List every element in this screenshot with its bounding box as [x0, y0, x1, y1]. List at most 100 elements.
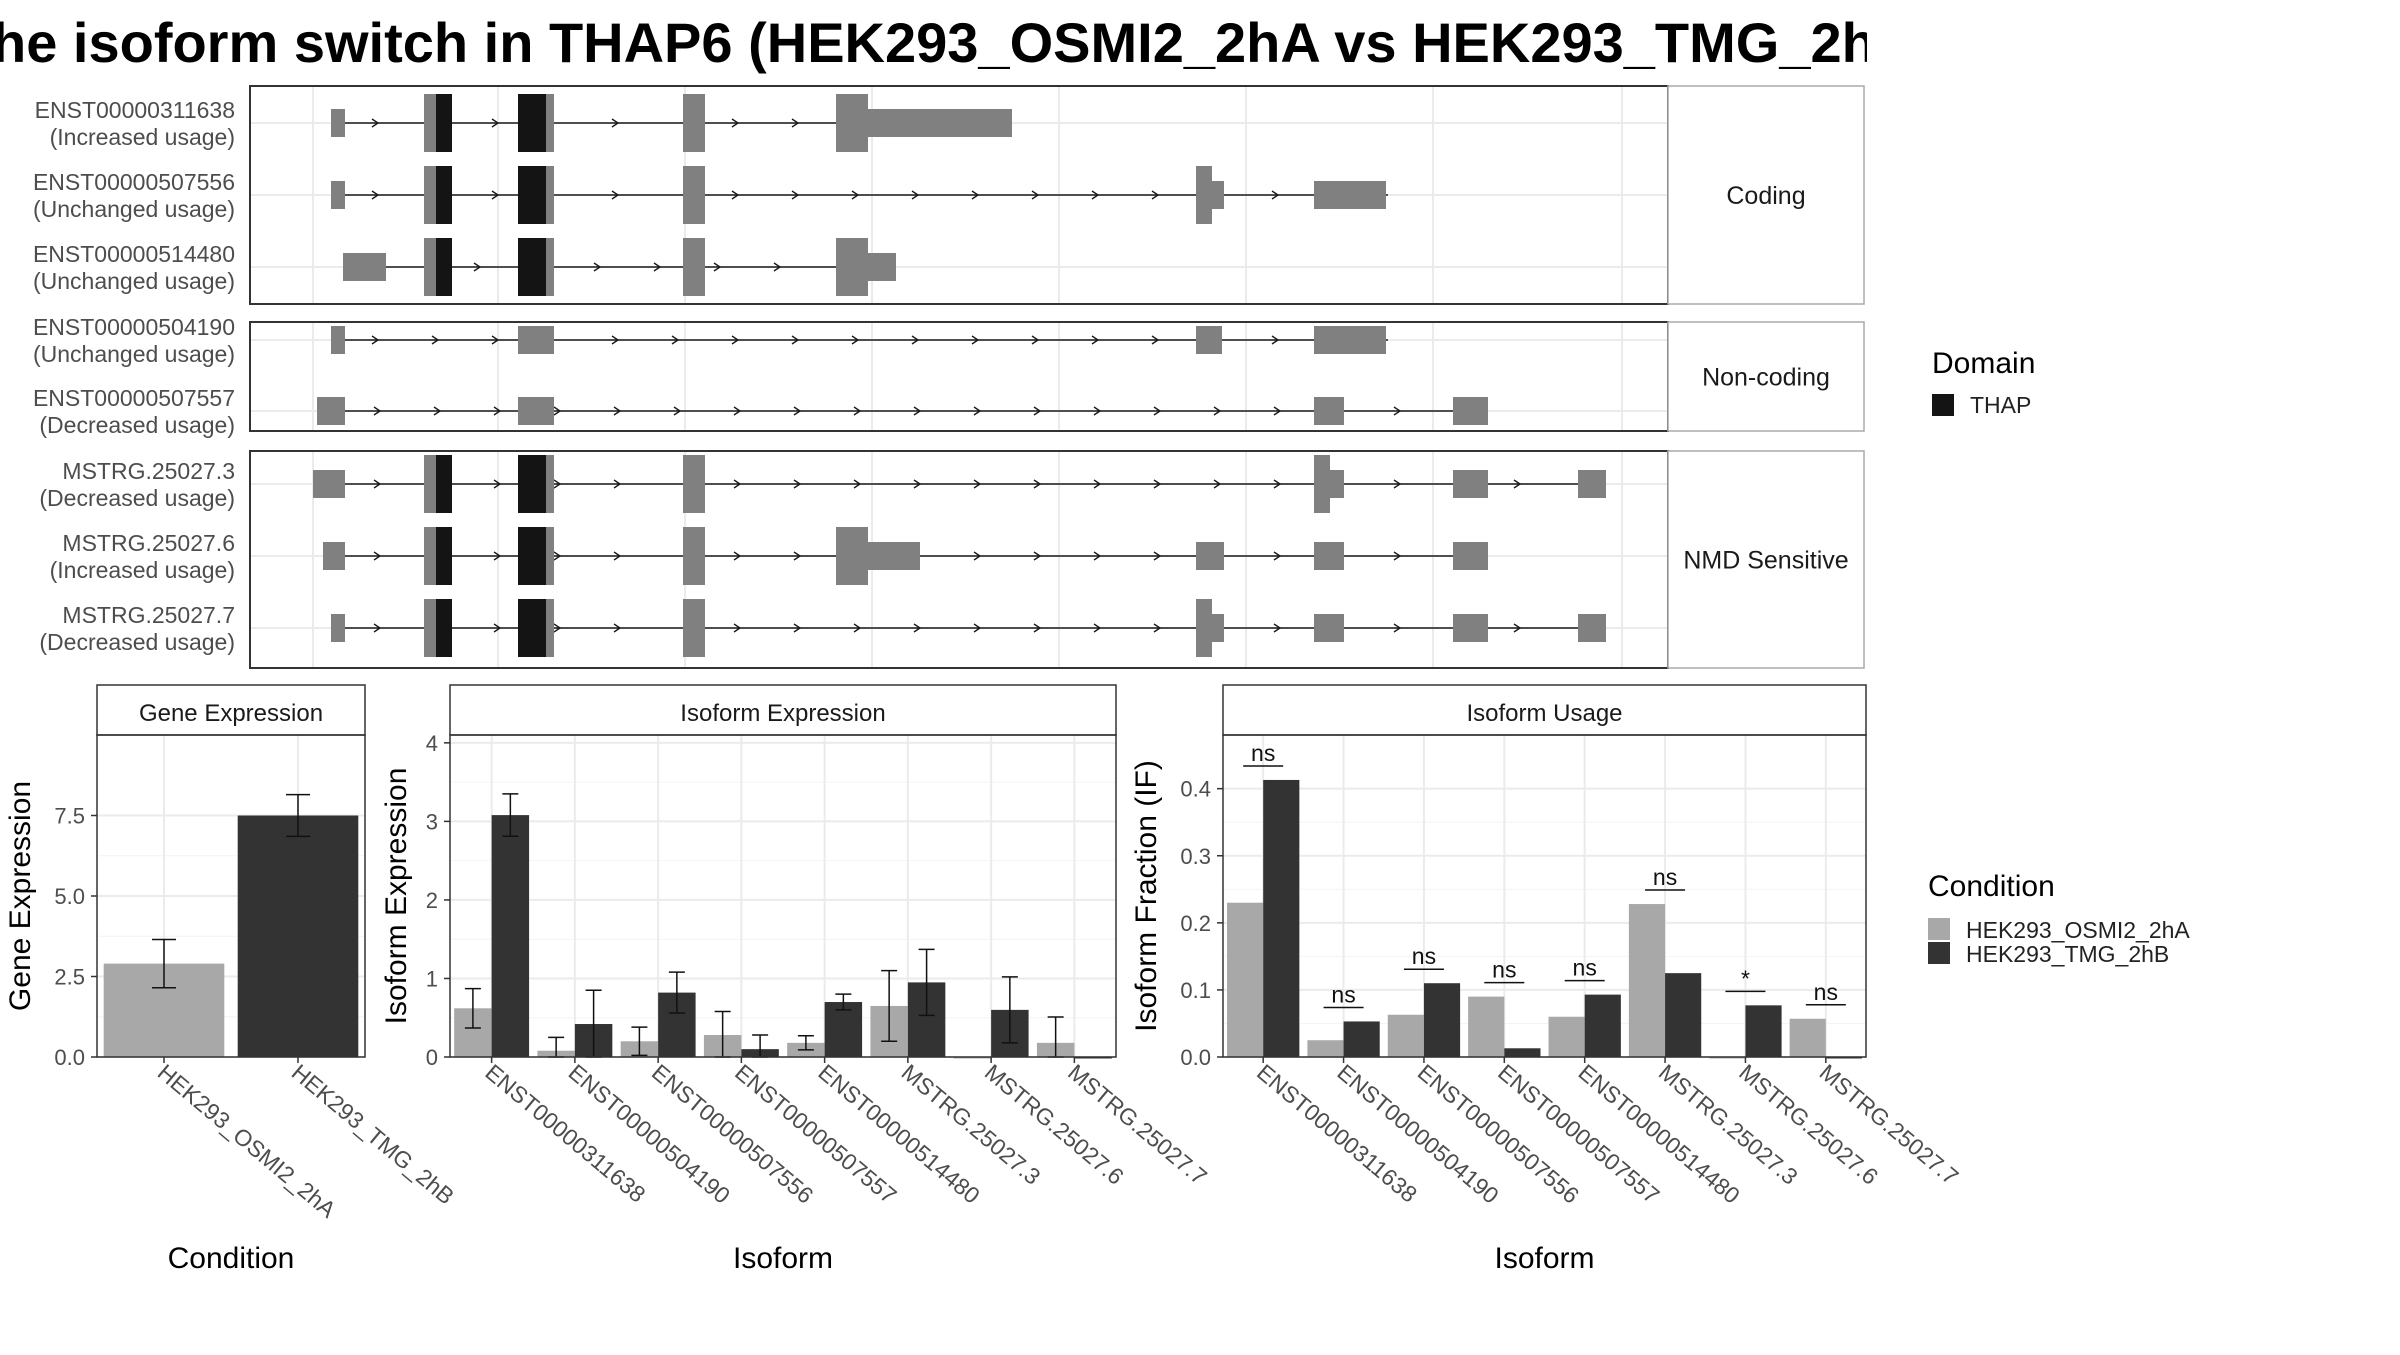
exon-block — [683, 166, 705, 224]
intron-arrow — [1031, 190, 1040, 200]
transcript-row: ENST00000504190(Unchanged usage) — [33, 314, 1388, 367]
group-strip-label: Non-coding — [1702, 364, 1830, 392]
intron-arrow — [613, 623, 622, 633]
group-strip — [1667, 85, 1865, 305]
exon-block — [317, 397, 345, 425]
intron-arrow — [491, 190, 500, 200]
intron-arrow — [473, 262, 482, 272]
intron-arrow — [493, 406, 502, 416]
intron-arrow — [671, 335, 680, 345]
transcript-id-label: ENST00000507557 — [33, 385, 235, 411]
significance-label: ns — [1573, 955, 1597, 981]
intron-arrow — [911, 335, 920, 345]
transcript-row: ENST00000311638(Increased usage) — [35, 94, 1012, 152]
exon-block — [331, 109, 345, 137]
condition-legend-item-b: HEK293_TMG_2hB — [1966, 941, 2169, 967]
transcript-id-label: ENST00000507556 — [33, 169, 235, 195]
exon-block — [424, 455, 436, 513]
intron-arrow — [1153, 551, 1162, 561]
exon-block — [1196, 166, 1212, 224]
exon-block — [331, 326, 345, 354]
domain-legend-swatch — [1932, 394, 1954, 416]
exon-block — [1314, 397, 1344, 425]
transcript-row: ENST00000507557(Decreased usage) — [33, 385, 1488, 438]
plot-border — [1222, 734, 1867, 1058]
intron-arrow — [793, 551, 802, 561]
y-tick-label: 0.3 — [1180, 844, 1211, 869]
y-tick-label: 1 — [426, 966, 438, 991]
exon-block — [546, 455, 554, 513]
exon-block — [323, 542, 345, 570]
intron-arrow — [1393, 406, 1402, 416]
intron-arrow — [973, 406, 982, 416]
intron-arrow — [613, 406, 622, 416]
intron-arrow — [593, 262, 602, 272]
transcript-row: ENST00000514480(Unchanged usage) — [33, 238, 896, 296]
intron-arrow — [1393, 623, 1402, 633]
thap-domain-block — [518, 527, 546, 585]
exon-block — [683, 599, 705, 657]
intron-arrow — [491, 118, 500, 128]
intron-arrow — [1091, 335, 1100, 345]
bar — [1263, 779, 1300, 1057]
intron-arrow — [1031, 335, 1040, 345]
exon-block — [836, 527, 868, 585]
intron-arrow — [371, 190, 380, 200]
exon-block — [1453, 470, 1488, 498]
condition-legend-item-a: HEK293_OSMI2_2hA — [1966, 917, 2190, 943]
domain-legend: Domain THAP — [1932, 347, 2035, 418]
intron-arrow — [1273, 623, 1282, 633]
intron-arrow — [1093, 551, 1102, 561]
intron-arrow — [1271, 190, 1280, 200]
y-tick-label: 4 — [426, 731, 438, 756]
y-tick-label: 0 — [426, 1045, 438, 1070]
intron-arrow — [791, 335, 800, 345]
bar — [1227, 902, 1264, 1057]
transcript-usage-label: (Unchanged usage) — [33, 341, 235, 367]
exon-block — [1453, 397, 1488, 425]
transcript-row: MSTRG.25027.6(Increased usage) — [50, 527, 1488, 585]
bar — [491, 815, 530, 1057]
y-tick-label: 0.0 — [1180, 1045, 1211, 1070]
exon-block — [868, 253, 896, 281]
y-axis-label: Gene Expression — [4, 781, 37, 1011]
exon-block — [1453, 542, 1488, 570]
exon-block — [546, 94, 554, 152]
intron-arrow — [431, 335, 440, 345]
figure-title: he isoform switch in THAP6 (HEK293_OSMI2… — [0, 11, 1867, 74]
transcript-id-label: ENST00000504190 — [33, 314, 235, 340]
intron-arrow — [1213, 406, 1222, 416]
exon-block — [683, 527, 705, 585]
intron-arrow — [971, 335, 980, 345]
transcript-usage-label: (Decreased usage) — [39, 485, 235, 511]
exon-block — [1330, 470, 1344, 498]
intron-arrow — [1033, 551, 1042, 561]
bar — [1423, 983, 1461, 1057]
bar — [1548, 1016, 1585, 1057]
intron-arrow — [793, 406, 802, 416]
x-axis-label: Isoform — [1494, 1242, 1594, 1275]
transcript-panel-background — [250, 451, 1668, 668]
bar — [1307, 1040, 1344, 1057]
bar — [1468, 996, 1505, 1057]
intron-arrow — [1033, 623, 1042, 633]
panel-strip-title: Isoform Usage — [1466, 700, 1622, 727]
y-tick-label: 0.2 — [1180, 911, 1211, 936]
group-strip — [1667, 450, 1865, 669]
intron-arrow — [1273, 551, 1282, 561]
exon-block — [683, 94, 705, 152]
exon-block — [683, 455, 705, 513]
y-tick-label: 0.1 — [1180, 978, 1211, 1003]
panel-strip-title: Isoform Expression — [680, 700, 885, 727]
intron-arrow — [1033, 479, 1042, 489]
intron-arrow — [731, 190, 740, 200]
y-axis-label: Isoform Expression — [380, 768, 413, 1025]
intron-arrow — [1153, 479, 1162, 489]
x-tick-label: MSTRG.25027.3 — [897, 1059, 1046, 1190]
x-axis-label: Isoform — [733, 1242, 833, 1275]
x-tick-label: ENST00000311638 — [480, 1059, 650, 1208]
intron-arrow — [733, 479, 742, 489]
intron-arrow — [1153, 406, 1162, 416]
exon-block — [1314, 326, 1386, 354]
